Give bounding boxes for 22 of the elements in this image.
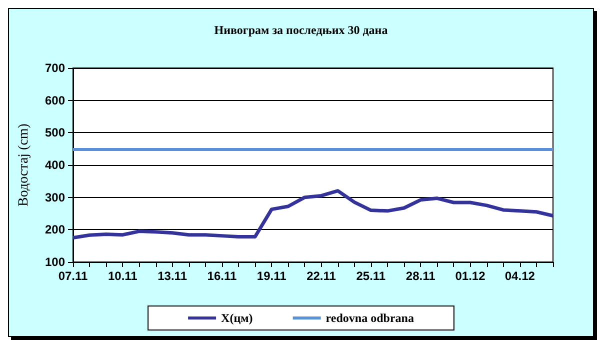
- x-tick-label: 19.11: [256, 269, 287, 283]
- x-tick-label: 25.11: [356, 269, 386, 283]
- chart-title: Нивограм за последњих 30 дана: [214, 23, 388, 37]
- x-tick-label: 10.11: [108, 269, 138, 283]
- line-series: [71, 189, 555, 240]
- x-tick-label: 22.11: [306, 269, 336, 283]
- x-tick-label: 16.11: [207, 269, 237, 283]
- y-axis-title: Водостај (cm): [16, 123, 32, 206]
- x-tick-label: 04.12: [504, 269, 536, 283]
- y-tick-label: 600: [44, 93, 66, 108]
- y-tick-label: 700: [44, 61, 66, 75]
- y-tick-label: 400: [44, 158, 66, 172]
- legend-label: X(цм): [221, 311, 253, 325]
- y-tick-label: 100: [44, 255, 66, 269]
- x-tick-label: 28.11: [406, 269, 436, 283]
- y-tick-label: 500: [44, 126, 66, 140]
- x-tick-label: 13.11: [158, 269, 188, 283]
- y-tick-label: 200: [44, 222, 66, 237]
- legend-label: redovna odbrana: [326, 311, 414, 325]
- y-tick-label: 300: [44, 190, 66, 204]
- x-tick-label: 01.12: [455, 269, 486, 283]
- x-tick-label: 07.11: [58, 269, 88, 283]
